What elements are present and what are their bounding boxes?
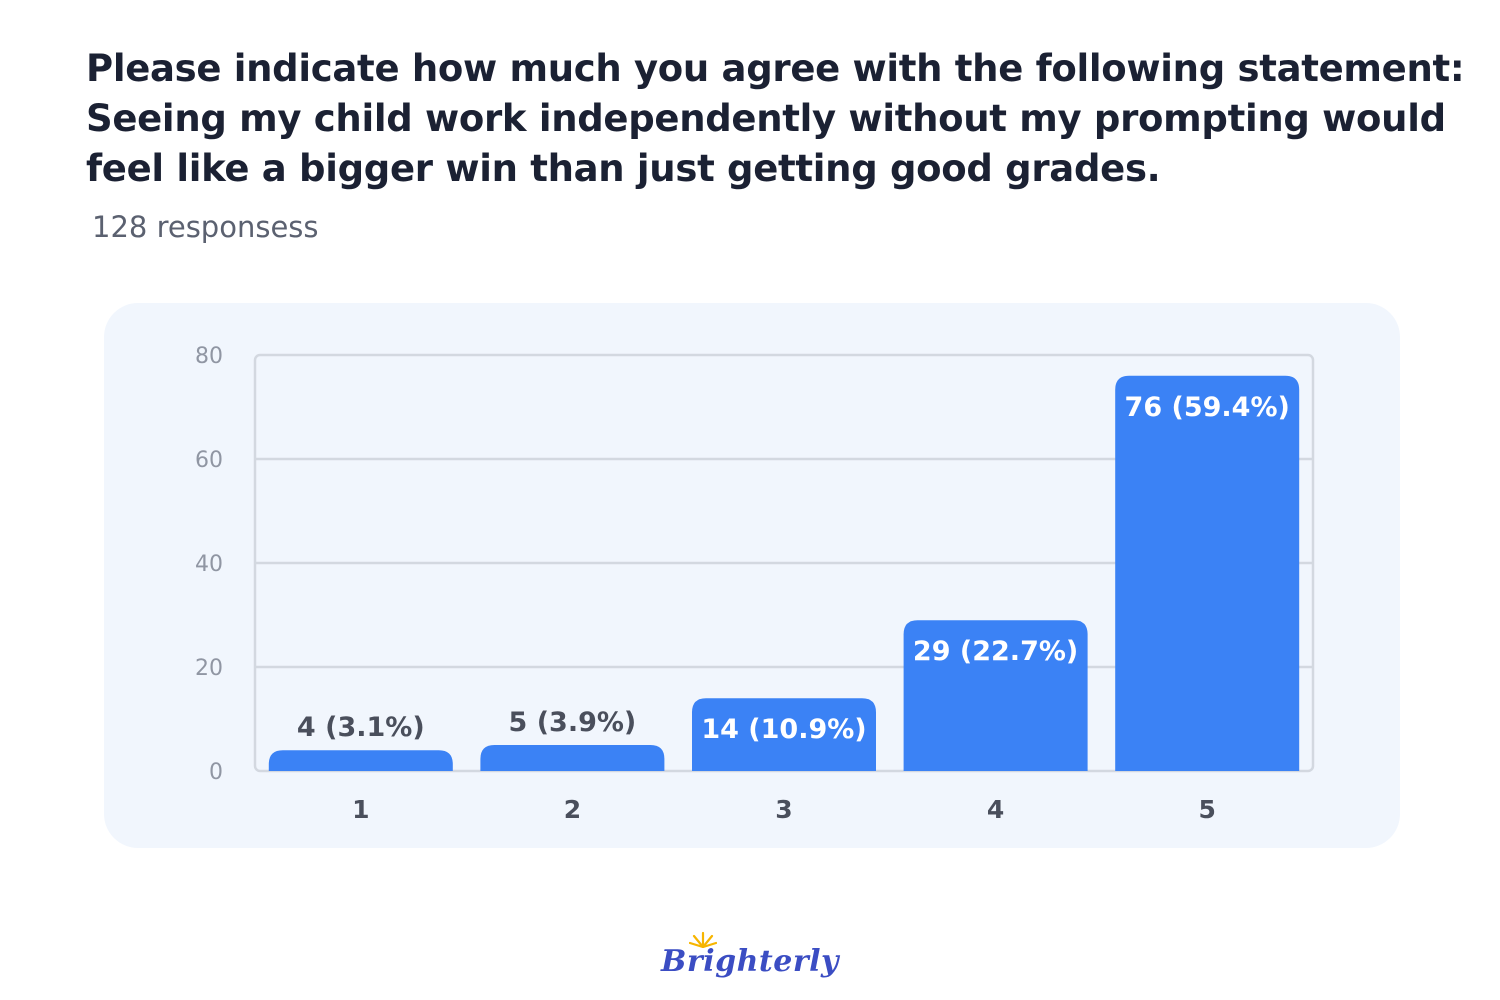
data-label-4: 29 (22.7%) — [913, 636, 1078, 667]
title-line-3: feel like a bigger win than just getting… — [86, 147, 1161, 190]
x-tick-label: 3 — [775, 795, 792, 824]
y-tick-label: 80 — [195, 344, 223, 369]
bar-1 — [268, 750, 453, 771]
chart-panel: 0 20 40 60 80 4 (3.1%) 1 5 (3.9%) 2 14 (10.9%) 3 29… — [104, 303, 1400, 848]
x-tick-label: 4 — [987, 795, 1004, 824]
data-label-3: 14 (10.9%) — [701, 714, 866, 745]
x-tick-label: 1 — [352, 795, 369, 824]
data-label-5: 76 (59.4%) — [1125, 392, 1290, 423]
y-tick-label: 20 — [195, 656, 223, 681]
bar-2 — [480, 745, 665, 771]
y-tick-label: 60 — [195, 448, 223, 473]
brand-logo: Brighterly — [0, 931, 1500, 986]
chart-title: Please indicate how much you agree with … — [86, 44, 1466, 194]
bar-chart: 0 20 40 60 80 4 (3.1%) 1 5 (3.9%) 2 14 (10.9%) 3 29… — [195, 344, 1315, 824]
data-label-2: 5 (3.9%) — [509, 707, 637, 738]
y-tick-label: 0 — [209, 760, 223, 785]
x-tick-label: 2 — [564, 795, 581, 824]
title-line-1: Please indicate how much you agree with … — [86, 47, 1465, 90]
x-tick-label: 5 — [1198, 795, 1215, 824]
data-label-1: 4 (3.1%) — [297, 712, 425, 743]
brand-name: Brighterly — [661, 943, 839, 979]
response-count: 128 responsess — [92, 210, 319, 244]
bar-4 — [903, 620, 1088, 771]
sun-icon — [689, 931, 718, 948]
title-line-2: Seeing my child work independently witho… — [86, 97, 1446, 140]
bar-5 — [1115, 375, 1300, 771]
bar-3 — [692, 698, 876, 771]
y-tick-label: 40 — [195, 552, 223, 577]
